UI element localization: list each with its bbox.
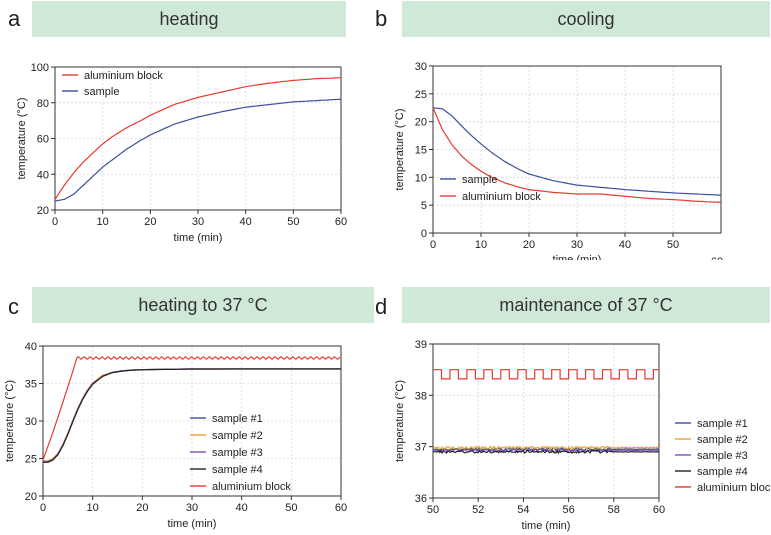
panel-c-title: heating to 37 °C: [32, 287, 374, 323]
y-tick-label: 60: [37, 134, 49, 146]
x-tick-label: 20: [144, 216, 156, 228]
y-axis-label: temperature (°C): [394, 108, 406, 190]
y-tick-label: 35: [25, 379, 37, 391]
y-tick-label: 80: [37, 98, 49, 110]
x-tick-label: 0: [40, 502, 46, 514]
y-tick-label: 5: [421, 200, 427, 212]
y-tick-label: 30: [25, 416, 37, 428]
plot-frame: [432, 343, 660, 499]
x-tick-label: 60: [653, 504, 665, 516]
panel-b-title: cooling: [402, 1, 770, 37]
chart-b-cooling: 0 10 20 30 40 50 0 5 10 15 20 25 30 60 time (min) tempe…: [394, 61, 723, 260]
y-tick-label: 25: [25, 454, 37, 466]
x-tick-label: 56: [562, 504, 574, 516]
y-tick-label: 20: [415, 117, 427, 129]
x-tick-label: 30: [571, 239, 583, 251]
series-line-aluminium-block: [432, 107, 722, 203]
y-axis-label: temperature (°C): [394, 380, 406, 462]
y-tick-label: 10: [415, 172, 427, 184]
panel-d-letter: d: [375, 294, 388, 319]
x-tick-label: 10: [97, 216, 109, 228]
legend-label: sample #3: [697, 450, 748, 462]
legend-label: sample: [462, 174, 497, 186]
y-tick-label: 20: [25, 491, 37, 503]
x-axis-label: time (min): [522, 520, 571, 532]
x-tick-label: 40: [619, 239, 631, 251]
series-line-aluminium-block: [42, 356, 341, 461]
x-tick-label: 58: [608, 504, 620, 516]
x-axis-label: time (min): [174, 232, 223, 244]
x-tick-label: 52: [472, 504, 484, 516]
legend-label: sample #2: [697, 434, 748, 446]
legend-label: sample #2: [212, 430, 263, 442]
y-tick-label: 100: [31, 62, 49, 74]
panel-d-title: maintenance of 37 °C: [402, 287, 770, 323]
x-tick-label: 40: [236, 502, 248, 514]
panel-a-letter: a: [8, 6, 21, 31]
series-line-sample: [432, 107, 722, 196]
x-axis-label: time (min): [553, 254, 602, 260]
legend-label: aluminium block: [462, 191, 541, 203]
y-tick-label: 25: [415, 89, 427, 101]
series-line-sample-1: [432, 446, 660, 452]
x-tick-label: 30: [186, 502, 198, 514]
legend-label: aluminium block: [84, 70, 163, 82]
x-tick-label: 60: [335, 502, 347, 514]
x-tick-label: 50: [667, 239, 679, 251]
panel-a-title: heating: [32, 1, 346, 37]
y-axis-label: temperature (°C): [4, 380, 16, 462]
y-tick-label: 20: [37, 205, 49, 217]
legend-label: sample #4: [212, 464, 263, 476]
legend-label: aluminium block: [697, 482, 771, 494]
panel-b-letter: b: [375, 6, 388, 31]
x-tick-label: 50: [287, 216, 299, 228]
chart-d-maintenance: 50 52 54 56 58 60 36 37 38 39 time (min) temperatur…: [394, 339, 771, 532]
x-tick-label: 20: [523, 239, 535, 251]
series-line-sample-4: [43, 368, 341, 463]
y-tick-label: 40: [37, 169, 49, 181]
x-tick-label: 0: [430, 239, 436, 251]
chart-a-heating: 0 10 20 30 40 50 60 20 40 60 80 100 time (min) temper…: [16, 62, 347, 244]
x-tick-label: 50: [285, 502, 297, 514]
x-tick-label-extra: 60: [711, 256, 723, 260]
y-axis-label: temperature (°C): [16, 97, 28, 179]
y-tick-label: 38: [415, 390, 427, 402]
y-tick-label: 30: [415, 61, 427, 73]
y-tick-label: 0: [421, 228, 427, 240]
series-line-aluminium-block: [54, 77, 342, 200]
y-tick-label: 15: [415, 145, 427, 157]
x-tick-label: 10: [475, 239, 487, 251]
legend-label: sample #1: [212, 413, 263, 425]
series-line-sample-4: [433, 449, 660, 455]
x-tick-label: 54: [517, 504, 529, 516]
x-tick-label: 40: [240, 216, 252, 228]
x-tick-label: 60: [335, 216, 347, 228]
x-tick-label: 10: [87, 502, 99, 514]
series-line-sample-2: [432, 445, 659, 450]
x-tick-label: 50: [427, 504, 439, 516]
y-tick-label: 39: [415, 339, 427, 351]
series-line-sample: [54, 98, 342, 202]
legend-label: sample: [84, 86, 119, 98]
chart-c-heating-37: 0 10 20 30 40 50 60 20 25 30 35 40 time (min) tempera…: [4, 341, 347, 530]
panel-c-letter: c: [8, 294, 19, 319]
x-tick-label: 20: [136, 502, 148, 514]
x-tick-label: 30: [192, 216, 204, 228]
x-axis-label: time (min): [168, 518, 217, 530]
series-line-aluminium-block: [433, 369, 659, 380]
legend-label: sample #4: [697, 466, 748, 478]
y-tick-label: 40: [25, 341, 37, 353]
y-tick-label: 36: [415, 493, 427, 505]
y-tick-label: 37: [415, 442, 427, 454]
legend-label: sample #3: [212, 447, 263, 459]
x-tick-label: 0: [52, 216, 58, 228]
legend-label: sample #1: [697, 418, 748, 430]
legend-label: aluminium block: [212, 481, 291, 493]
